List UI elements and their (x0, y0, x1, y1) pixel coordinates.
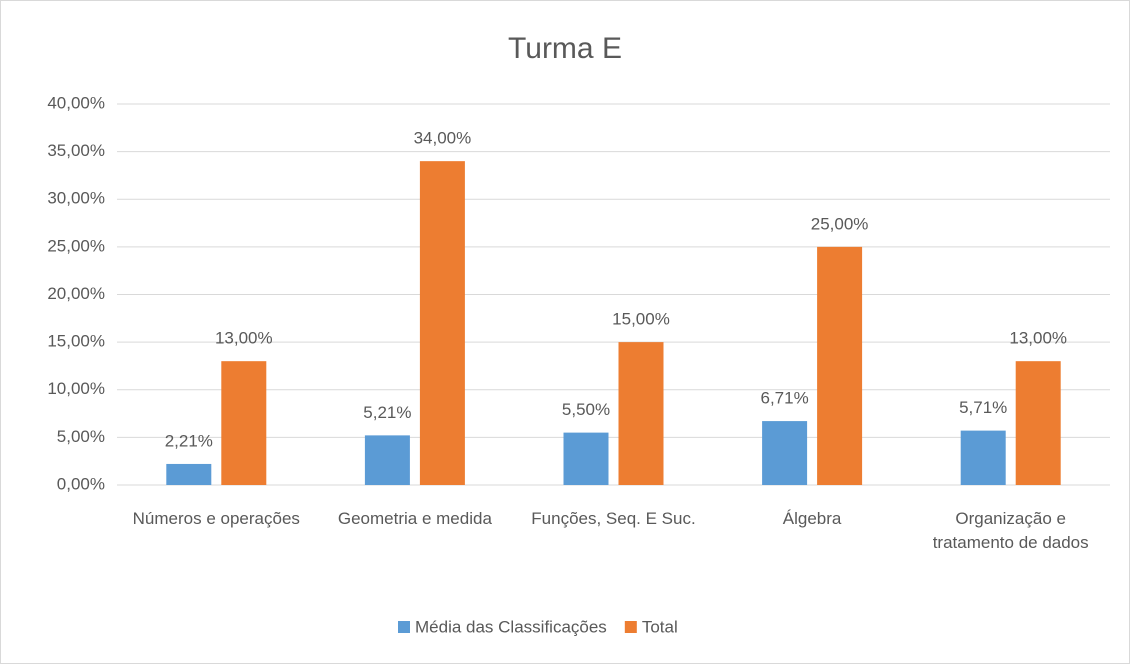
data-label: 25,00% (811, 214, 869, 233)
data-label: 34,00% (414, 129, 472, 148)
bar (221, 361, 267, 485)
legend-swatch (398, 621, 410, 633)
bar (960, 430, 1006, 485)
y-tick-label: 15,00% (47, 332, 105, 351)
x-tick-label: Organização e tratamento de dados (932, 509, 1089, 552)
bar (166, 463, 212, 485)
y-tick-label: 10,00% (47, 379, 105, 398)
bar (563, 432, 609, 485)
data-label: 5,50% (562, 400, 610, 419)
y-tick-label: 20,00% (47, 284, 105, 303)
bar (1015, 361, 1061, 485)
y-tick-label: 5,00% (57, 427, 105, 446)
legend-swatch (624, 621, 637, 633)
bar (618, 342, 664, 485)
bar (762, 421, 808, 485)
data-label: 13,00% (1009, 329, 1067, 348)
x-tick-label: Números e operações (132, 509, 300, 528)
y-tick-label: 0,00% (57, 474, 105, 493)
data-label: 15,00% (612, 310, 670, 329)
bar (419, 161, 465, 485)
y-tick-label: 35,00% (47, 141, 105, 160)
x-tick-label: Funções, Seq. E Suc. (531, 509, 696, 528)
data-label: 13,00% (215, 329, 273, 348)
data-label: 6,71% (760, 389, 808, 408)
x-tick-label: Álgebra (782, 509, 842, 528)
data-label: 2,21% (165, 431, 213, 450)
y-tick-label: 40,00% (47, 93, 105, 112)
legend-label: Total (642, 617, 678, 636)
chart-title: Turma E (508, 32, 622, 65)
legend-label: Média das Classificações (415, 617, 607, 636)
data-label: 5,71% (959, 398, 1007, 417)
bar (364, 435, 410, 485)
bar (817, 246, 863, 485)
x-tick-label: Geometria e medida (337, 509, 492, 528)
y-tick-label: 30,00% (47, 189, 105, 208)
y-tick-label: 25,00% (47, 236, 105, 255)
data-label: 5,21% (363, 403, 411, 422)
